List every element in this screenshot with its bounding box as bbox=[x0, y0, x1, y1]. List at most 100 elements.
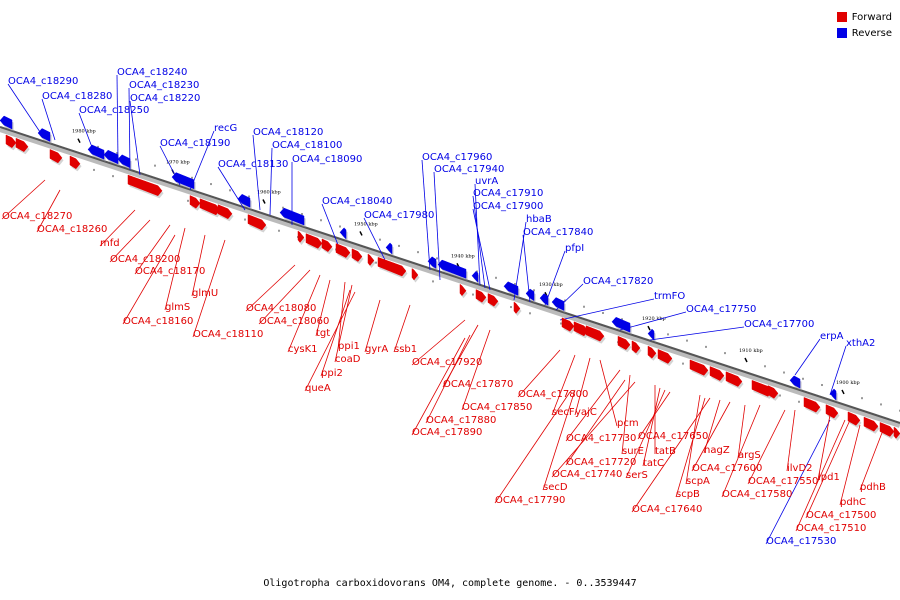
gene-arrow[interactable] bbox=[825, 404, 840, 421]
gene-arrow[interactable] bbox=[103, 149, 120, 167]
gene-label[interactable]: recG bbox=[214, 123, 237, 134]
gene-arrow[interactable] bbox=[631, 340, 642, 356]
gene-arrow[interactable] bbox=[69, 155, 82, 172]
gene-arrow[interactable] bbox=[127, 174, 164, 199]
gene-label[interactable]: OCA4_c17800 bbox=[518, 389, 588, 400]
gene-arrow[interactable] bbox=[217, 204, 234, 222]
gene-label[interactable]: OCA4_c17850 bbox=[462, 402, 532, 413]
gene-arrow[interactable] bbox=[585, 325, 606, 344]
gene-label[interactable]: OCA4_c17640 bbox=[632, 504, 702, 515]
gene-arrow[interactable] bbox=[767, 385, 780, 401]
gene-label[interactable]: trmFO bbox=[654, 291, 685, 302]
gene-label[interactable]: OCA4_c18060 bbox=[259, 316, 329, 327]
gene-label[interactable]: ppi2 bbox=[321, 368, 343, 379]
gene-label[interactable]: OCA4_c17900 bbox=[473, 201, 543, 212]
gene-arrow[interactable] bbox=[49, 149, 64, 166]
gene-label[interactable]: OCA4_c18040 bbox=[322, 196, 392, 207]
gene-label[interactable]: OCA4_c17910 bbox=[473, 188, 543, 199]
gene-arrow[interactable] bbox=[657, 349, 674, 367]
gene-label[interactable]: pcm bbox=[617, 418, 639, 429]
gene-label[interactable]: OCA4_c17600 bbox=[692, 463, 762, 474]
gene-label[interactable]: xthA2 bbox=[846, 338, 875, 349]
gene-label[interactable]: OCA4_c18160 bbox=[123, 316, 193, 327]
gene-label[interactable]: OCA4_c18080 bbox=[246, 303, 316, 314]
gene-label[interactable]: OCA4_c17720 bbox=[566, 457, 636, 468]
gene-arrow[interactable] bbox=[475, 289, 488, 305]
gene-label[interactable]: OCA4_c17840 bbox=[523, 227, 593, 238]
gene-arrow[interactable] bbox=[709, 366, 726, 384]
gene-label[interactable]: OCA4_c17750 bbox=[686, 304, 756, 315]
gene-arrow[interactable] bbox=[171, 172, 196, 192]
gene-arrow[interactable] bbox=[725, 371, 744, 390]
gene-arrow[interactable] bbox=[335, 243, 352, 261]
gene-arrow[interactable] bbox=[351, 248, 364, 265]
gene-label[interactable]: OCA4_c17650 bbox=[638, 431, 708, 442]
gene-label[interactable]: tatB bbox=[655, 446, 676, 457]
gene-arrow[interactable] bbox=[471, 270, 480, 285]
gene-label[interactable]: nagZ bbox=[704, 445, 730, 456]
gene-label[interactable]: hbaB bbox=[526, 214, 552, 225]
gene-label[interactable]: cysK1 bbox=[288, 344, 318, 355]
gene-label[interactable]: OCA4_c17550 bbox=[748, 476, 818, 487]
gene-label[interactable]: uvrA bbox=[475, 176, 498, 187]
gene-arrow[interactable] bbox=[893, 426, 900, 441]
gene-label[interactable]: OCA4_c18260 bbox=[37, 224, 107, 235]
gene-arrow[interactable] bbox=[689, 359, 710, 378]
gene-arrow[interactable] bbox=[367, 253, 376, 269]
gene-label[interactable]: OCA4_c17890 bbox=[412, 427, 482, 438]
gene-label[interactable]: pdhB bbox=[860, 482, 886, 493]
gene-label[interactable]: glmS bbox=[165, 302, 190, 313]
gene-label[interactable]: scpB bbox=[676, 489, 700, 500]
gene-arrow[interactable] bbox=[437, 259, 468, 281]
gene-label[interactable]: OCA4_c18250 bbox=[79, 105, 149, 116]
gene-label[interactable]: tgt bbox=[316, 328, 330, 339]
gene-label[interactable]: OCA4_c17700 bbox=[744, 319, 814, 330]
gene-label[interactable]: OCA4_c17790 bbox=[495, 495, 565, 506]
gene-label[interactable]: OCA4_c17580 bbox=[722, 489, 792, 500]
gene-arrow[interactable] bbox=[339, 227, 348, 242]
gene-label[interactable]: OCA4_c18130 bbox=[218, 159, 288, 170]
gene-label[interactable]: gyrA bbox=[365, 344, 388, 355]
gene-label[interactable]: pdhC bbox=[840, 497, 866, 508]
gene-arrow[interactable] bbox=[247, 214, 268, 233]
gene-label[interactable]: glmU bbox=[192, 288, 218, 299]
gene-label[interactable]: pfpI bbox=[565, 243, 584, 254]
gene-arrow[interactable] bbox=[377, 256, 408, 279]
gene-label[interactable]: scpA bbox=[686, 476, 710, 487]
gene-label[interactable]: OCA4_c17500 bbox=[806, 510, 876, 521]
gene-label[interactable]: surE bbox=[622, 446, 644, 457]
gene-label[interactable]: OCA4_c18190 bbox=[160, 138, 230, 149]
gene-arrow[interactable] bbox=[427, 256, 438, 271]
gene-label[interactable]: OCA4_c17920 bbox=[412, 357, 482, 368]
gene-label[interactable]: OCA4_c18230 bbox=[129, 80, 199, 91]
gene-label[interactable]: OCA4_c17740 bbox=[552, 469, 622, 480]
gene-arrow[interactable] bbox=[487, 293, 500, 309]
gene-arrow[interactable] bbox=[0, 115, 14, 132]
gene-arrow[interactable] bbox=[847, 411, 862, 428]
gene-label[interactable]: OCA4_c18280 bbox=[42, 91, 112, 102]
gene-arrow[interactable] bbox=[297, 230, 306, 245]
gene-label[interactable]: lpd1 bbox=[818, 472, 840, 483]
gene-label[interactable]: tatC bbox=[643, 458, 664, 469]
gene-arrow[interactable] bbox=[513, 301, 522, 317]
gene-label[interactable]: OCA4_c17940 bbox=[434, 164, 504, 175]
gene-arrow[interactable] bbox=[617, 335, 632, 353]
gene-label[interactable]: secD bbox=[543, 482, 568, 493]
gene-label[interactable]: OCA4_c18240 bbox=[117, 67, 187, 78]
gene-label[interactable]: OCA4_c17730 bbox=[566, 433, 636, 444]
gene-label[interactable]: OCA4_c17820 bbox=[583, 276, 653, 287]
gene-arrow[interactable] bbox=[5, 134, 18, 151]
gene-arrow[interactable] bbox=[117, 154, 132, 171]
gene-arrow[interactable] bbox=[189, 195, 202, 211]
gene-arrow[interactable] bbox=[459, 283, 468, 299]
gene-arrow[interactable] bbox=[37, 128, 52, 144]
gene-arrow[interactable] bbox=[411, 268, 420, 283]
gene-label[interactable]: serS bbox=[626, 470, 648, 481]
gene-label[interactable]: OCA4_c18090 bbox=[292, 154, 362, 165]
gene-arrow[interactable] bbox=[305, 233, 324, 251]
gene-label[interactable]: OCA4_c18270 bbox=[2, 211, 72, 222]
gene-label[interactable]: OCA4_c17960 bbox=[422, 152, 492, 163]
gene-label[interactable]: ilvD2 bbox=[787, 463, 813, 474]
gene-label[interactable]: OCA4_c18170 bbox=[135, 266, 205, 277]
gene-label[interactable]: erpA bbox=[820, 331, 844, 342]
